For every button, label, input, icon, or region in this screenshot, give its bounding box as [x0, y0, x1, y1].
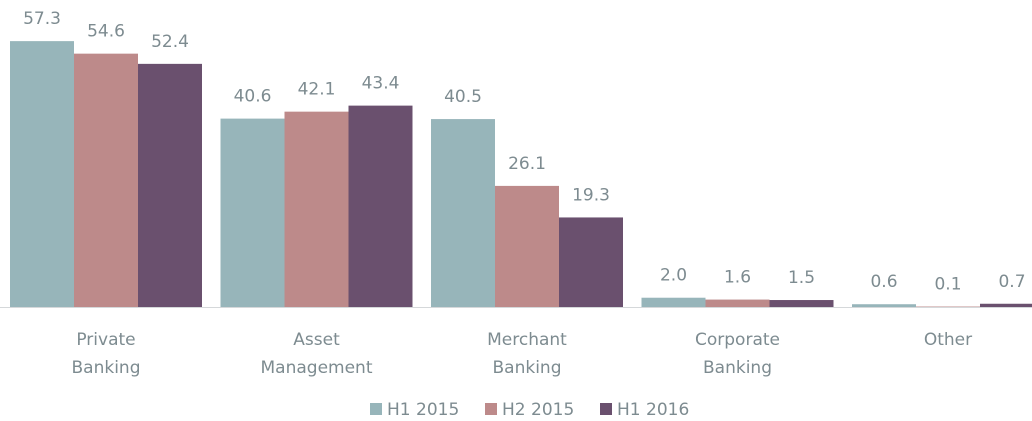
x-tick-label: Asset Management [261, 330, 373, 378]
data-label: 1.6 [724, 268, 751, 288]
legend-swatch [485, 403, 497, 415]
x-tick-label: Private Banking [72, 330, 141, 378]
legend-swatch [600, 403, 612, 415]
data-label: 0.7 [998, 272, 1025, 292]
data-label: 40.5 [444, 87, 482, 107]
bar [138, 63, 202, 307]
data-label: 1.5 [788, 268, 815, 288]
bar [980, 303, 1032, 307]
data-label: 54.6 [87, 22, 125, 42]
legend-swatch [370, 403, 382, 415]
bar [284, 111, 349, 307]
bar [431, 119, 495, 307]
bar [852, 304, 916, 307]
x-tick-label: Corporate Banking [695, 330, 780, 378]
bar [705, 299, 770, 307]
data-label: 43.4 [362, 74, 400, 94]
data-label: 19.3 [572, 185, 610, 205]
x-tick-label: Merchant Banking [487, 330, 567, 378]
bar [769, 300, 834, 307]
legend-label: H2 2015 [502, 400, 574, 420]
data-label: 26.1 [508, 154, 546, 174]
bar [641, 297, 706, 307]
bar [74, 53, 138, 307]
data-label: 0.6 [870, 272, 897, 292]
data-label: 42.1 [298, 80, 336, 100]
legend-label: H1 2016 [617, 400, 689, 420]
data-label: 2.0 [660, 266, 687, 286]
bar [10, 41, 74, 308]
bar [348, 105, 413, 308]
x-tick-label: Other [924, 330, 972, 350]
bar [495, 185, 559, 307]
data-label: 0.1 [934, 275, 961, 295]
data-label: 40.6 [234, 87, 272, 107]
bar [220, 118, 285, 307]
data-label: 52.4 [151, 32, 189, 52]
bar [559, 217, 623, 307]
data-label: 57.3 [23, 9, 61, 29]
legend-label: H1 2015 [387, 400, 459, 420]
